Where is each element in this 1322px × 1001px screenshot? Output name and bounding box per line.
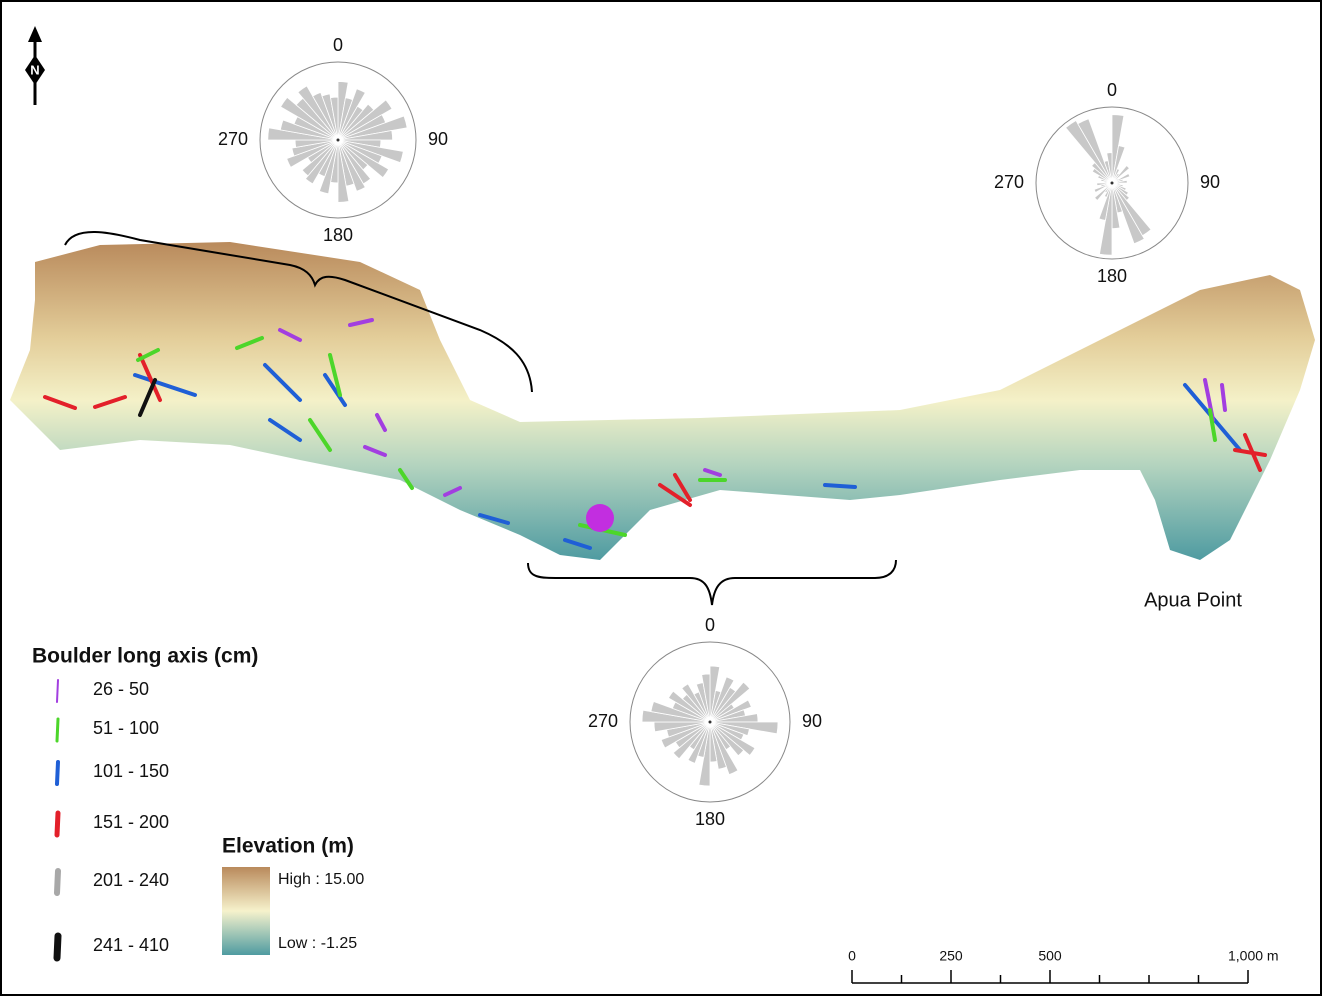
- elevation-ramp: [222, 867, 270, 955]
- north-label: N: [30, 62, 39, 77]
- rose-label: 90: [802, 711, 822, 731]
- rose-label: 180: [695, 809, 725, 829]
- rose-label: 270: [588, 711, 618, 731]
- scale-label: 500: [1038, 948, 1062, 964]
- elevation-high: High : 15.00: [278, 871, 364, 888]
- legend-swatch: [57, 762, 58, 784]
- rose-label: 270: [994, 172, 1024, 192]
- scale-label: 250: [939, 948, 963, 964]
- rose-center: [709, 721, 712, 724]
- legend-label: 26 - 50: [93, 679, 149, 699]
- rose-label: 90: [1200, 172, 1220, 192]
- legend-label: 201 - 240: [93, 870, 169, 890]
- place-label: Apua Point: [1144, 589, 1242, 611]
- legend-label: 101 - 150: [93, 761, 169, 781]
- rose-label: 0: [333, 35, 343, 55]
- legend-swatch: [57, 680, 58, 702]
- map: N Apua Point 0 90 180 270 0 90 180 270 0 90 180 270…: [0, 0, 1322, 996]
- legend-title: Boulder long axis (cm): [32, 645, 258, 668]
- rose-label: 0: [1107, 80, 1117, 100]
- rose-label: 90: [428, 129, 448, 149]
- legend-swatch: [57, 813, 58, 835]
- rose-center: [1111, 182, 1114, 185]
- legend-label: 151 - 200: [93, 812, 169, 832]
- scale-label: 0: [848, 948, 856, 964]
- rose-label: 0: [705, 615, 715, 635]
- legend-label: 51 - 100: [93, 718, 159, 738]
- rose-label: 270: [218, 129, 248, 149]
- rose-label: 180: [1097, 266, 1127, 286]
- legend-swatch: [57, 719, 58, 741]
- elevation-title: Elevation (m): [222, 835, 354, 858]
- legend-swatch: [57, 871, 58, 893]
- rose-center: [337, 139, 340, 142]
- legend-label: 241 - 410: [93, 935, 169, 955]
- elevation-low: Low : -1.25: [278, 935, 357, 952]
- scale-label: 1,000 m: [1228, 948, 1279, 964]
- rose-label: 180: [323, 225, 353, 245]
- legend-swatch: [57, 936, 58, 958]
